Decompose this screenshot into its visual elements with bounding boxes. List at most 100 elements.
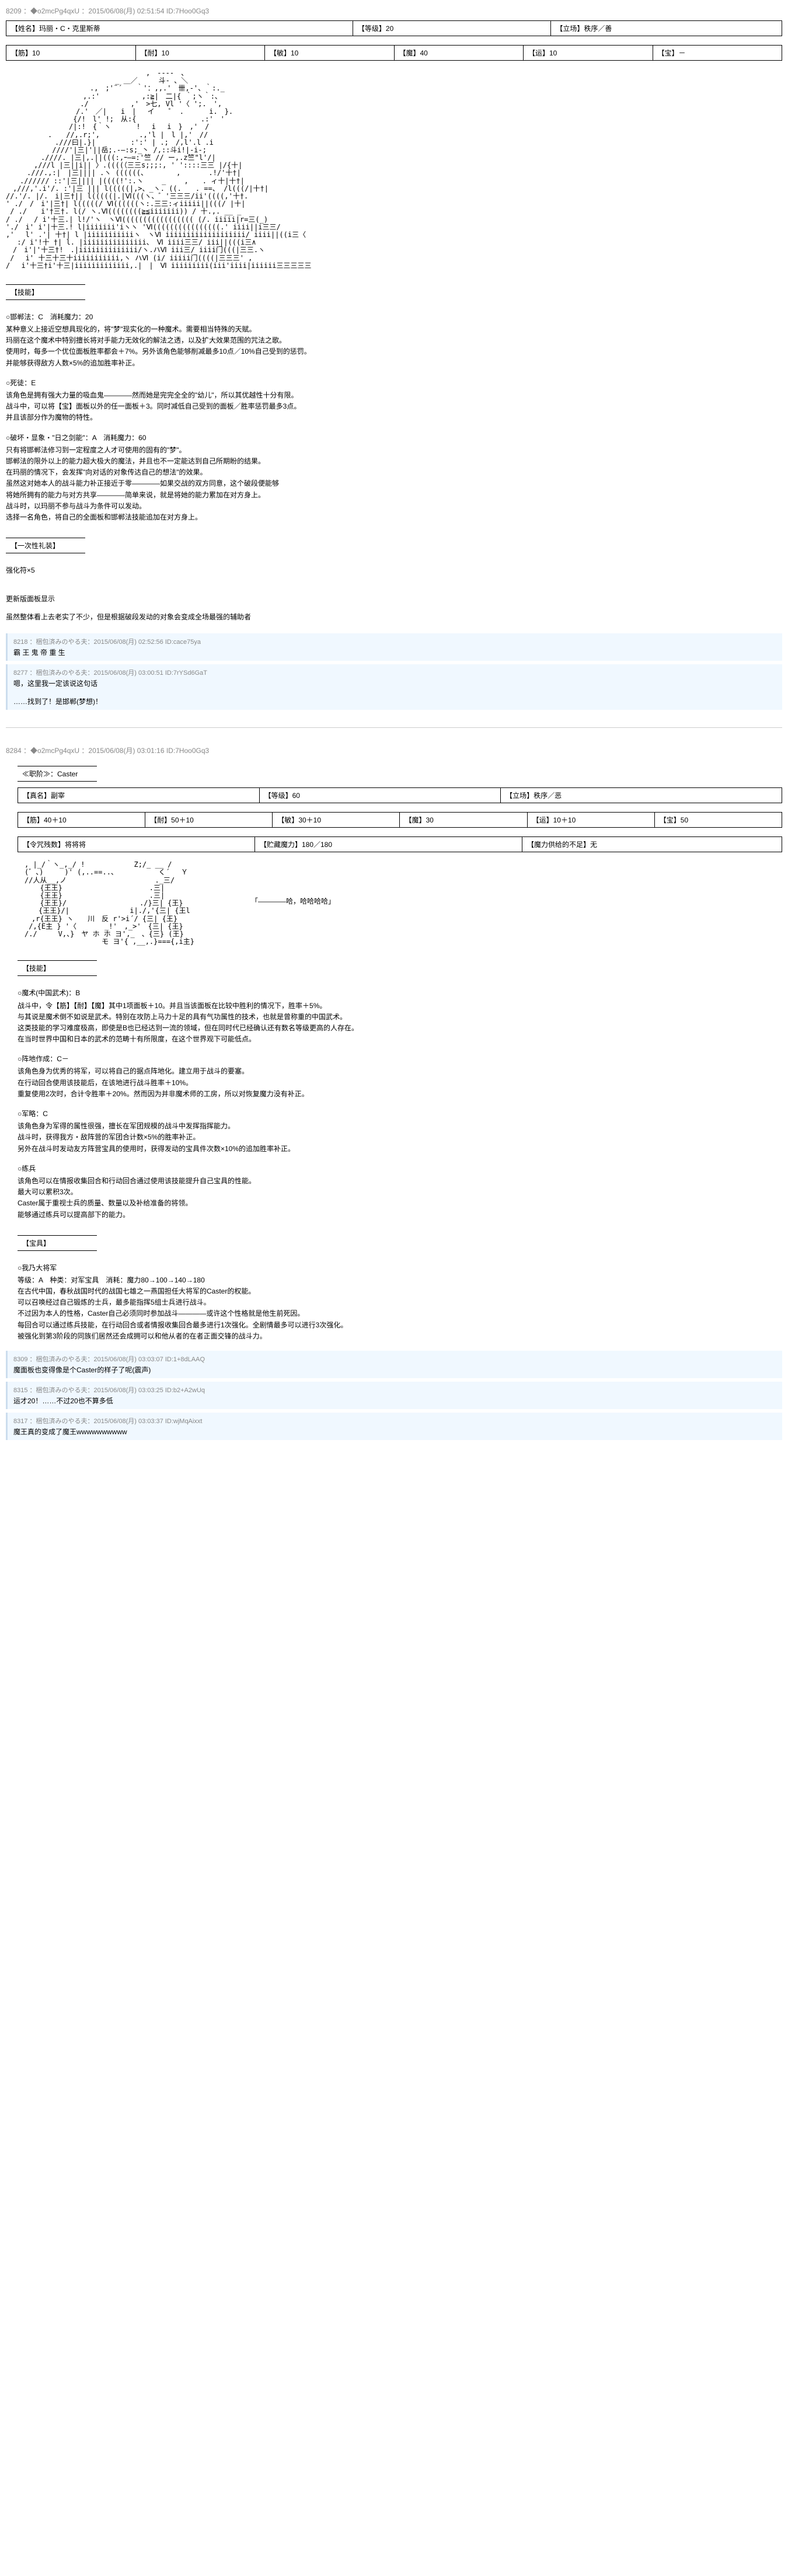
reply-body: 运才20！……不过20也不算多低: [13, 1396, 776, 1406]
skill-line: 战斗时，获得我方・敌阵营的军团合计数×5%的胜率补正。: [18, 1132, 782, 1143]
skill-line: 只有将邯郸法修习到一定程度之人才可使用的固有的"梦"。: [6, 445, 782, 456]
ascii-caption: 「————哈，哈哈哈哈」: [251, 896, 335, 906]
skill-line: 另外在战斗时发动友方阵营宝具的使用时，获得发动的宝具件次数×10%的追加胜率补正…: [18, 1144, 782, 1155]
skill-name: ○军略：C: [18, 1109, 782, 1120]
reply: 8218 ：梱包済みのやる夫：2015/06/08(月) 02:52:56 ID…: [6, 633, 782, 661]
stat-cell: 【立场】秩序／恶: [501, 788, 782, 803]
skill-block: ○破坏・显象・"日之剑能"：A 消耗魔力：60只有将邯郸法修习到一定程度之人才可…: [6, 433, 782, 524]
skill-block: ○阵地作成：C－该角色身为优秀的将军，可以将自己的据点阵地化。建立用于战斗的要塞…: [18, 1054, 782, 1100]
reply: 8315 ：梱包済みのやる夫：2015/06/08(月) 03:03:25 ID…: [6, 1382, 782, 1409]
stat-cell: 【姓名】玛丽・C・克里斯蒂: [6, 21, 353, 36]
post1-stat-row1: 【姓名】玛丽・C・克里斯蒂【等级】20【立场】秩序／善: [6, 20, 782, 36]
post2-header: 8284 ：◆o2mcPg4qxU ：2015/06/08(月) 03:01:1…: [6, 745, 782, 755]
skill-name: ○邯郸法：C 消耗魔力：20: [6, 312, 782, 323]
reply-header: 8317 ：梱包済みのやる夫：2015/06/08(月) 03:03:37 ID…: [13, 1416, 776, 1425]
skill-line: 该角色身为优秀的将军，可以将自己的据点阵地化。建立用于战斗的要塞。: [18, 1066, 782, 1077]
skill-block: ○练兵该角色可以在情报收集回合和行动回合通过使用该技能提升自己宝具的性能。最大可…: [18, 1163, 782, 1221]
skill-name: ○破坏・显象・"日之剑能"：A 消耗魔力：60: [6, 433, 782, 444]
skill-line: 能够通过练兵可以提高部下的能力。: [18, 1209, 782, 1221]
skill-line: 该角色可以在情报收集回合和行动回合通过使用该技能提升自己宝具的性能。: [18, 1176, 782, 1187]
post1-oneoff-text: 强化符×5: [6, 565, 782, 576]
reply-body: 霸 王 鬼 帝 重 生: [13, 647, 776, 657]
update-title: 更新版面板显示: [6, 594, 782, 604]
reply-body: 魔面板也变得像是个Caster的样子了呢(震声): [13, 1365, 776, 1375]
np-name: ○我乃大将军: [18, 1263, 782, 1274]
stat-cell: 【筋】40＋10: [18, 813, 145, 828]
post2-class: ≪职阶≫：Caster: [18, 766, 97, 782]
stat-cell: 【敏】10: [265, 46, 395, 61]
skill-name: ○阵地作成：C－: [18, 1054, 782, 1065]
skill-block: ○魔术(中国武术)：B 战斗中，令【筋】【耐】【魔】其中1项面板＋10。并且当该面…: [18, 988, 782, 1045]
reply-header: 8309 ：梱包済みのやる夫：2015/06/08(月) 03:03:07 ID…: [13, 1354, 776, 1364]
reply: 8317 ：梱包済みのやる夫：2015/06/08(月) 03:03:37 ID…: [6, 1413, 782, 1440]
post1-oneoff-header: 【一次性礼装】: [6, 538, 85, 553]
post2-ascii-art: , |_/｀ヽ_,_/ ! Z;/_ __ / (゛、) )' (,..==..…: [18, 861, 782, 946]
skill-line: 在玛丽的情况下，会发挥"向对话的对象传达自己的想法"的效果。: [6, 467, 782, 478]
skill-line: 邯郸法的限外以上的能力超大极大的魔法，并且也不一定能达到自己所期盼的结果。: [6, 456, 782, 467]
skill-line: 这类技能的学习难度极高，即使是B也已经达到一流的领域，但在同时代已经确认还有数名…: [18, 1023, 782, 1034]
reply: 8277 ：梱包済みのやる夫：2015/06/08(月) 03:00:51 ID…: [6, 664, 782, 710]
skill-line: 玛丽在这个魔术中特别擅长将对手能力无效化的解法之透，以及扩大效果范围的咒法之歌。: [6, 335, 782, 346]
skill-line: 与其说是魔术倒不如说是武术。特别在攻防上马力十足的具有气功属性的技术，也就是曾称…: [18, 1012, 782, 1023]
post1-skills-header: 【技能】: [6, 284, 85, 300]
skill-line: 战斗中，可以将【宝】面板以外的任一面板＋3。同时减低自己受到的面板／胜率惩罚最多…: [6, 401, 782, 412]
post2-skills-header: 【技能】: [18, 960, 97, 976]
stat-cell: 【令咒残数】将将将: [18, 837, 255, 852]
stat-cell: 【魔】40: [394, 46, 524, 61]
stat-cell: 【贮藏魔力】180／180: [254, 837, 522, 852]
skill-line: 重复使用2次时，合计令胜率＋20%。然而因为并非魔术师的工房，所以对恢复魔力没有…: [18, 1089, 782, 1100]
skill-line: 将她所拥有的能力与对方共享————简单来说，就是将她的能力累加在对方身上。: [6, 490, 782, 501]
post1-stat-row2: 【筋】10【耐】10【敏】10【魔】40【运】10【宝】－: [6, 45, 782, 61]
skill-line: 该角色身为军得的属性很强，擅长在军团规模的战斗中发挥指挥能力。: [18, 1121, 782, 1132]
np-line: 每回合可以通过练兵技能，在行动回合或者情报收集回合最多进行1次强化。全剧情最多可…: [18, 1320, 782, 1331]
skill-line: 选择一名角色，将自己的全面板和邯郸法技能追加在对方身上。: [6, 512, 782, 523]
np-line: 在古代中国，春秋战国时代的战国七雄之一燕国担任大将军的Caster的权能。: [18, 1286, 782, 1297]
skill-name: ○魔术(中国武术)：B: [18, 988, 782, 999]
post2-stat-row2: 【筋】40＋10【耐】50＋10【敏】30＋10【魔】30【运】10＋10【宝】…: [18, 812, 782, 828]
skill-block: ○邯郸法：C 消耗魔力：20某种意义上接近空想具现化的，将"梦"现实化的一种魔术…: [6, 312, 782, 369]
skill-line: 战斗时，以玛丽不参与战斗为条件可以发动。: [6, 501, 782, 512]
np-line: 被强化到第3阶段的同族们居然还会成拥可以和他从者的在者正面交锋的战斗力。: [18, 1331, 782, 1342]
skill-block: ○军略：C该角色身为军得的属性很强，擅长在军团规模的战斗中发挥指挥能力。战斗时，…: [18, 1109, 782, 1155]
post1-header: 8209 ：◆o2mcPg4qxU ：2015/06/08(月) 02:51:5…: [6, 6, 782, 16]
skill-line: Caster属于重视士兵的质量、数量以及补给准备的将领。: [18, 1198, 782, 1209]
stat-cell: 【耐】10: [135, 46, 265, 61]
skill-line: 使用时，每多一个优位面板胜率都会＋7%。另外该角色能够削减最多10点／10%自己…: [6, 346, 782, 357]
skill-line: 虽然这对她本人的战斗能力补正接近于零————如果交战的双方同意，这个破段便能够: [6, 478, 782, 489]
post2-stat-row3: 【令咒残数】将将将【贮藏魔力】180／180【魔力供给的不足】无: [18, 836, 782, 852]
reply-body: 嗯，这里我一定该说这句话 ……找到了！是邯郸(梦想)！: [13, 678, 776, 706]
skill-line: 战斗中，令【筋】【耐】【魔】其中1项面板＋10。并且当该面板在比较中胜利的情况下…: [18, 1001, 782, 1012]
reply-header: 8315 ：梱包済みのやる夫：2015/06/08(月) 03:03:25 ID…: [13, 1385, 776, 1395]
stat-cell: 【魔】30: [400, 813, 527, 828]
np-line: 不过因为本人的性格，Caster自己必须同时参加战斗————或许这个性格就是他生…: [18, 1308, 782, 1319]
skill-line: 在行动回合使用该技能后，在该地进行战斗胜率＋10%。: [18, 1078, 782, 1089]
update-text: 虽然整体看上去老实了不少，但是根据破段发动的对象会变成全场最强的辅助者: [6, 612, 782, 622]
skill-line: 最大可以累积3次。: [18, 1187, 782, 1198]
reply-header: 8218 ：梱包済みのやる夫：2015/06/08(月) 02:52:56 ID…: [13, 637, 776, 646]
skill-line: 在当时世界中国和日本的武术的范畴十有所限度，在这个世界观下可能低点。: [18, 1034, 782, 1045]
stat-cell: 【等级】60: [259, 788, 501, 803]
skill-line: 并且该部分作为魔物的特性。: [6, 412, 782, 423]
reply-header: 8277 ：梱包済みのやる夫：2015/06/08(月) 03:00:51 ID…: [13, 668, 776, 677]
stat-cell: 【宝】－: [653, 46, 782, 61]
stat-cell: 【真名】副宰: [18, 788, 260, 803]
reply: 8309 ：梱包済みのやる夫：2015/06/08(月) 03:03:07 ID…: [6, 1351, 782, 1378]
skill-name: ○练兵: [18, 1163, 782, 1174]
skill-line: 某种意义上接近空想具现化的，将"梦"现实化的一种魔术。需要相当特殊的天赋。: [6, 324, 782, 335]
post2-stat-row1: 【真名】副宰【等级】60【立场】秩序／恶: [18, 787, 782, 803]
reply-body: 魔王真的变成了魔王wwwwwwwwww: [13, 1427, 776, 1437]
stat-cell: 【魔力供给的不足】无: [522, 837, 782, 852]
skill-name: ○死徒：E: [6, 378, 782, 389]
skill-line: 并能够获得敌方人数×5%的追加胜率补正。: [6, 358, 782, 369]
post1-ascii-art: , ---- 、 _ ＿／ 斗- 、＼ ., ;'¨´ ｀'：,,.' 卌,-'…: [6, 69, 782, 270]
np-line: 等级：A 种类：对军宝具 消耗：魔力80→100→140→180: [18, 1275, 782, 1286]
stat-cell: 【筋】10: [6, 46, 136, 61]
stat-cell: 【等级】20: [353, 21, 551, 36]
skill-line: 该角色是拥有强大力量的吸血鬼————然而她是完完全全的"幼儿"，所以其优越性十分…: [6, 390, 782, 401]
stat-cell: 【耐】50＋10: [145, 813, 273, 828]
skill-block: ○死徒：E该角色是拥有强大力量的吸血鬼————然而她是完完全全的"幼儿"，所以其…: [6, 378, 782, 424]
stat-cell: 【敏】30＋10: [273, 813, 400, 828]
np-block: ○我乃大将军 等级：A 种类：对军宝具 消耗：魔力80→100→140→180在…: [18, 1263, 782, 1342]
stat-cell: 【宝】50: [654, 813, 782, 828]
np-line: 可以召唤经过自己锻炼的士兵，最多能指挥5组士兵进行战斗。: [18, 1297, 782, 1308]
